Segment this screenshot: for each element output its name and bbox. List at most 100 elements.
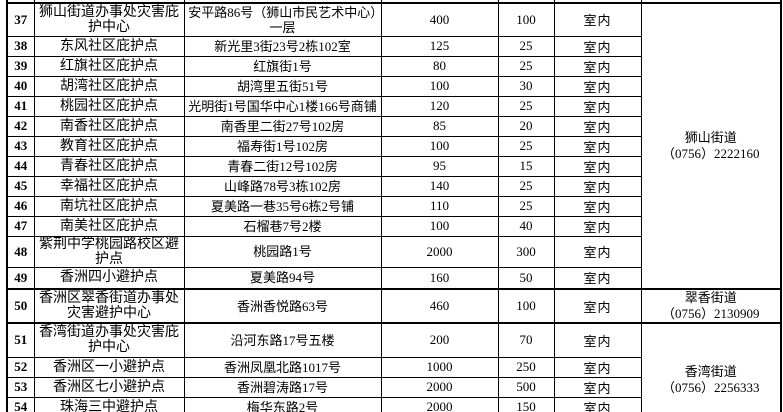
table-row: 41 桃园社区庇护点 光明街1号国华中心1楼166号商铺 120 25 室内 <box>6 95 781 117</box>
cell-indoor-type: 室内 <box>553 322 642 358</box>
table-row: 43 教育社区庇护点 福寿街1号102房 100 25 室内 <box>6 135 781 157</box>
cell-address: 梅华东路2号 <box>183 396 382 412</box>
cell-address: 光明街1号国华中心1楼166号商铺 <box>183 95 382 117</box>
cell-row-number: 44 <box>6 155 35 177</box>
cell-indoor-type: 室内 <box>553 235 642 268</box>
cell-capacity-2: 20 <box>497 115 555 137</box>
cell-capacity: 2000 <box>380 396 499 412</box>
cell-indoor-type: 室内 <box>553 195 642 217</box>
cell-address: 桃园路1号 <box>183 235 382 268</box>
cell-capacity-2: 150 <box>497 396 555 412</box>
cell-row-number: 49 <box>6 266 35 290</box>
cell-capacity: 125 <box>380 35 499 57</box>
cell-row-number: 43 <box>6 135 35 157</box>
cell-capacity: 100 <box>380 215 499 237</box>
cell-capacity: 140 <box>380 175 499 197</box>
contact-dept: 香湾街道 <box>684 364 737 380</box>
table-row: 53 香洲区七小避护点 香洲碧涛路17号 2000 500 室内 <box>6 376 781 398</box>
cell-capacity-2: 25 <box>497 95 555 117</box>
cell-capacity-2: 40 <box>497 215 555 237</box>
cell-row-number: 53 <box>6 376 35 398</box>
cell-capacity-2: 100 <box>497 288 555 324</box>
cell-capacity: 1000 <box>380 356 499 378</box>
cell-shelter-name: 幸福社区庇护点 <box>33 175 185 197</box>
cell-address: 沿河东路17号五楼 <box>183 322 382 358</box>
cell-indoor-type: 室内 <box>553 2 642 37</box>
cell-shelter-name: 东风社区庇护点 <box>33 35 185 57</box>
table-row: 46 南坑社区庇护点 夏美路一巷35号6栋2号铺 110 25 室内 <box>6 195 781 217</box>
cell-contact: 香湾街道 （0756）2256333 <box>640 322 782 412</box>
cell-indoor-type: 室内 <box>553 356 642 378</box>
cell-address: 石榴巷7号2楼 <box>183 215 382 237</box>
cell-shelter-name: 红旗社区庇护点 <box>33 55 185 77</box>
cell-capacity-2: 25 <box>497 35 555 57</box>
cell-indoor-type: 室内 <box>553 55 642 77</box>
cell-capacity-2: 25 <box>497 195 555 217</box>
partial-cell <box>640 0 782 4</box>
cell-capacity: 100 <box>380 135 499 157</box>
cell-indoor-type: 室内 <box>553 115 642 137</box>
cell-address: 青春二街12号102房 <box>183 155 382 177</box>
cell-indoor-type: 室内 <box>553 266 642 290</box>
cell-shelter-name: 香洲区一小避护点 <box>33 356 185 378</box>
cell-capacity: 160 <box>380 266 499 290</box>
cell-capacity: 2000 <box>380 376 499 398</box>
cell-capacity-2: 30 <box>497 75 555 97</box>
cell-shelter-name: 南香社区庇护点 <box>33 115 185 137</box>
cell-shelter-name: 狮山街道办事处灾害庇护中心 <box>33 2 185 37</box>
table-row: 48 紫荆中学桃园路校区避护点 桃园路1号 2000 300 室内 <box>6 235 781 268</box>
cell-capacity-2: 25 <box>497 135 555 157</box>
partial-row-top <box>6 0 782 4</box>
cell-row-number: 38 <box>6 35 35 57</box>
cell-indoor-type: 室内 <box>553 376 642 398</box>
cell-indoor-type: 室内 <box>553 35 642 57</box>
cell-capacity-2: 500 <box>497 376 555 398</box>
table-row: 50 香洲区翠香街道办事处灾害避护中心 香洲香悦路63号 460 100 室内 … <box>6 288 782 324</box>
contact-phone: （0756）2130909 <box>661 306 760 321</box>
cell-row-number: 46 <box>6 195 35 217</box>
cell-address: 新光里3街23号2栋102室 <box>183 35 382 57</box>
cell-capacity-2: 25 <box>497 55 555 77</box>
table-row: 40 胡湾社区庇护点 胡湾里五街51号 100 30 室内 <box>6 75 781 97</box>
table-row: 54 珠海三中避护点 梅华东路2号 2000 150 室内 <box>6 396 781 412</box>
cell-row-number: 42 <box>6 115 35 137</box>
cell-row-number: 50 <box>6 288 35 324</box>
cell-indoor-type: 室内 <box>553 396 642 412</box>
table-row: 38 东风社区庇护点 新光里3街23号2栋102室 125 25 室内 <box>6 35 781 57</box>
contact-dept: 狮山街道 <box>684 130 737 145</box>
cell-shelter-name: 南美社区庇护点 <box>33 215 185 237</box>
cell-row-number: 45 <box>6 175 35 197</box>
cell-indoor-type: 室内 <box>553 288 642 324</box>
cell-address: 夏美路一巷35号6栋2号铺 <box>183 195 382 217</box>
cell-capacity: 110 <box>380 195 499 217</box>
cell-capacity: 120 <box>380 95 499 117</box>
table-row: 52 香洲区一小避护点 香洲凤凰北路1017号 1000 250 室内 <box>6 356 781 378</box>
cell-indoor-type: 室内 <box>553 215 642 237</box>
table-row: 45 幸福社区庇护点 山峰路78号3栋102房 140 25 室内 <box>6 175 781 197</box>
cell-capacity-2: 300 <box>497 235 555 268</box>
cell-indoor-type: 室内 <box>553 175 642 197</box>
cell-address: 南香里二街27号102房 <box>183 115 382 137</box>
cell-address: 香洲碧涛路17号 <box>183 376 382 398</box>
cell-indoor-type: 室内 <box>553 155 642 177</box>
cell-capacity-2: 70 <box>497 322 555 358</box>
cell-row-number: 48 <box>6 235 35 268</box>
contact-phone: （0756）2256333 <box>661 380 760 396</box>
cell-row-number: 54 <box>6 396 35 412</box>
cell-capacity-2: 15 <box>497 155 555 177</box>
cell-shelter-name: 教育社区庇护点 <box>33 135 185 157</box>
cell-indoor-type: 室内 <box>553 95 642 117</box>
cell-indoor-type: 室内 <box>553 75 642 97</box>
cell-contact: 狮山街道 （0756）2222160 <box>640 2 782 290</box>
cell-shelter-name: 香湾街道办事处灾害庇护中心 <box>33 322 185 358</box>
contact-dept: 翠香街道 <box>684 290 737 305</box>
cell-capacity: 100 <box>380 75 499 97</box>
cell-shelter-name: 南坑社区庇护点 <box>33 195 185 217</box>
cell-address: 山峰路78号3栋102房 <box>183 175 382 197</box>
cell-address: 夏美路94号 <box>183 266 382 290</box>
cell-shelter-name: 香洲四小避护点 <box>33 266 185 290</box>
cell-address: 安平路86号（狮山市民艺术中心）一层 <box>183 2 382 37</box>
cell-address: 香洲凤凰北路1017号 <box>183 356 382 378</box>
table-row: 49 香洲四小避护点 夏美路94号 160 50 室内 <box>6 266 781 290</box>
shelter-table: 37 狮山街道办事处灾害庇护中心 安平路86号（狮山市民艺术中心）一层 400 … <box>6 0 782 412</box>
